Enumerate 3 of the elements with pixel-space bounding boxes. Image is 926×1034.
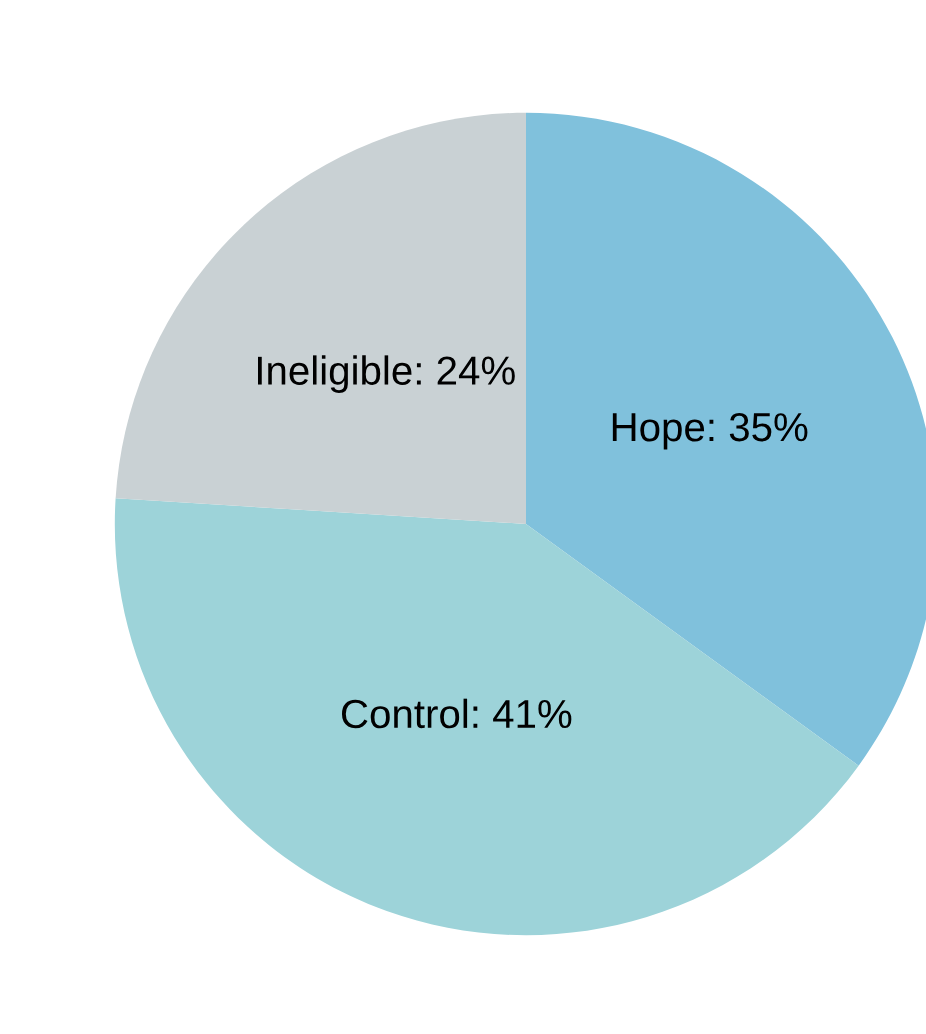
slice-label: Ineligible: 24%	[257, 355, 515, 393]
slice-label: Control: 41%	[341, 698, 572, 729]
slice-label: Hope: 35%	[612, 412, 808, 450]
